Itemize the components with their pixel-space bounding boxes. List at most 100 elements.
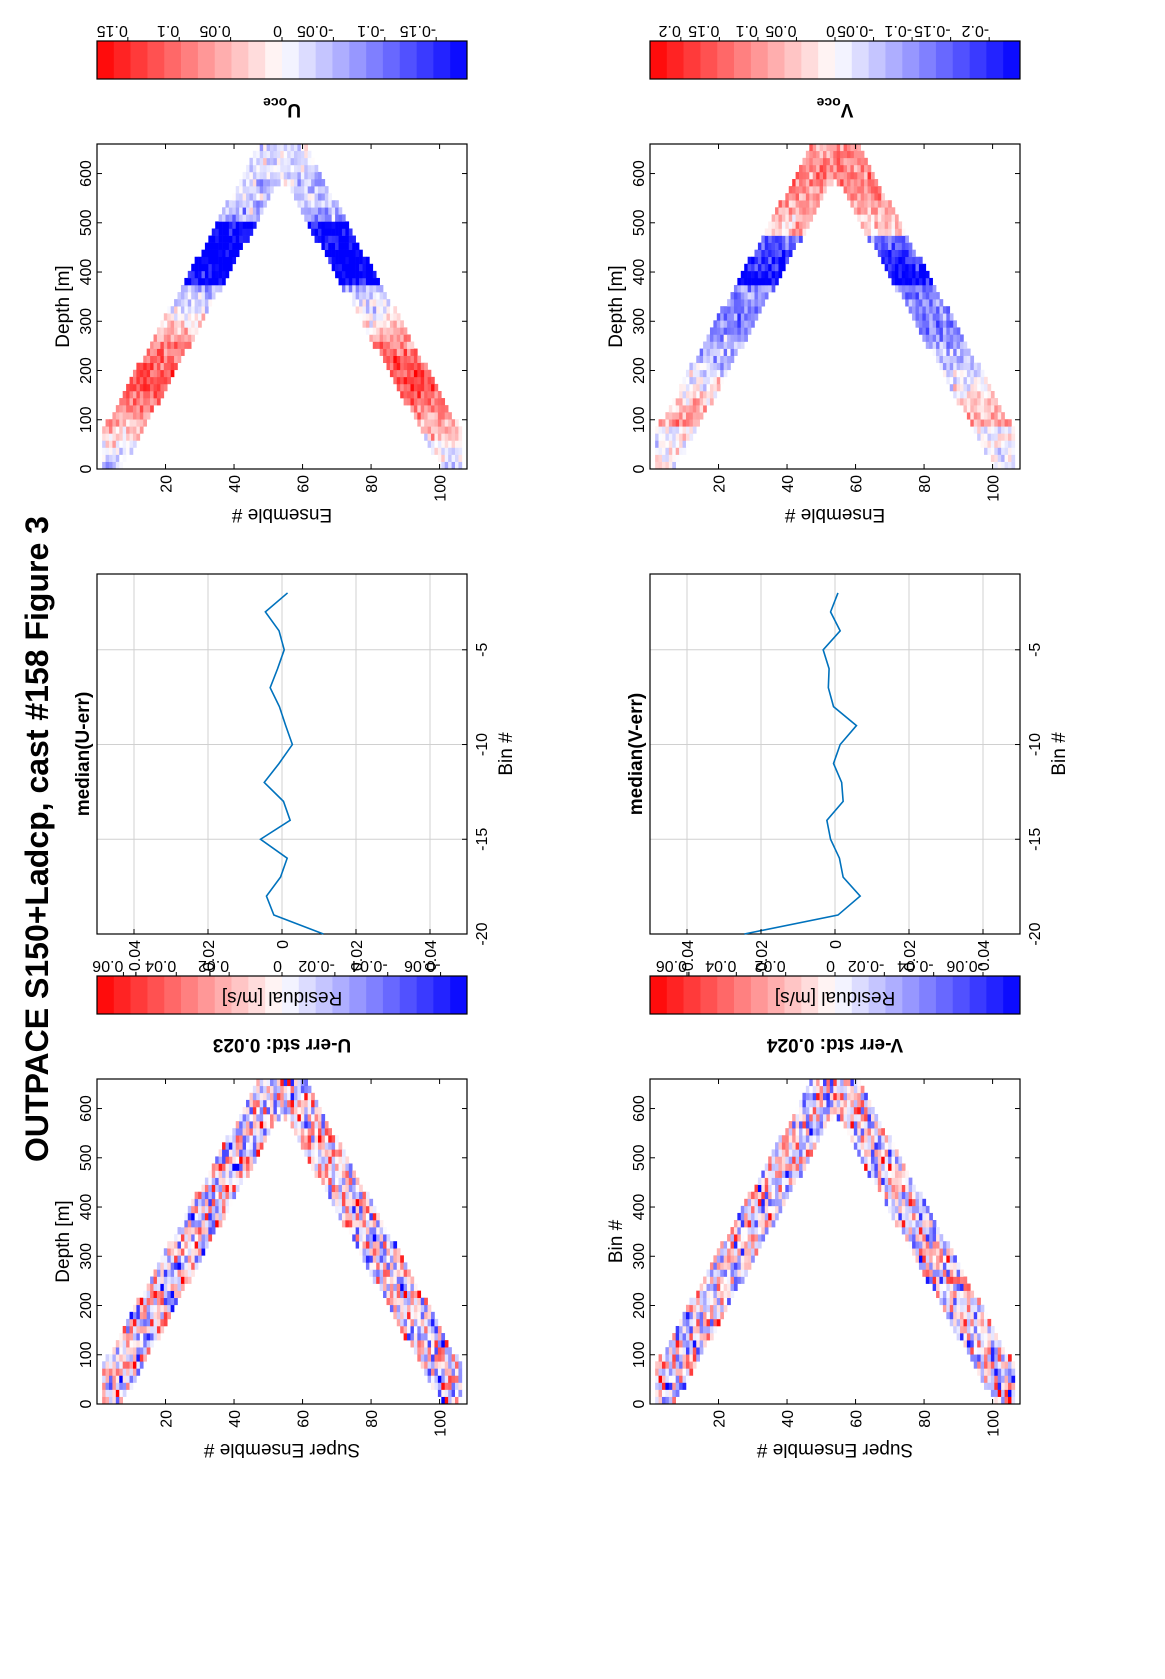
heatmap-cell xyxy=(150,1276,154,1284)
y-axis-label: Bin # xyxy=(496,732,517,776)
heatmap-cell xyxy=(891,277,896,286)
heatmap-cell xyxy=(136,1354,141,1362)
heatmap-cell xyxy=(427,369,432,378)
heatmap-cell xyxy=(751,320,755,328)
heatmap-cell xyxy=(143,1340,147,1348)
heatmap-cell xyxy=(191,1198,195,1207)
heatmap-cell xyxy=(136,1340,141,1348)
heatmap-cell xyxy=(441,433,446,441)
heatmap-cell xyxy=(864,1149,868,1157)
heatmap-cell xyxy=(242,200,247,208)
colorbar-swatch xyxy=(298,41,316,79)
heatmap-cell xyxy=(980,1368,985,1376)
heatmap-cell xyxy=(744,1220,748,1228)
heatmap-cell xyxy=(761,299,766,307)
heatmap-cell xyxy=(888,1149,892,1157)
x-tick-label: 0 xyxy=(828,940,845,949)
heatmap-cell xyxy=(809,1121,814,1129)
heatmap-cell xyxy=(102,1368,106,1376)
heatmap-cell xyxy=(696,1318,700,1327)
heatmap-cell xyxy=(709,1318,714,1327)
heatmap-cell xyxy=(187,1220,192,1228)
heatmap-cell xyxy=(276,143,281,152)
heatmap-cell xyxy=(740,1248,745,1256)
heatmap-cell xyxy=(864,1142,868,1150)
heatmap-cell xyxy=(771,228,776,236)
heatmap-cell xyxy=(960,398,964,406)
heatmap-cell xyxy=(372,1205,377,1214)
heatmap-cell xyxy=(150,1283,154,1291)
heatmap-cell xyxy=(939,327,944,335)
heatmap-cell xyxy=(867,1114,872,1122)
heatmap-cell xyxy=(383,341,387,349)
heatmap-cell xyxy=(802,164,807,173)
heatmap-cell xyxy=(894,1198,899,1207)
heatmap-cell xyxy=(764,1163,769,1171)
heatmap-cell xyxy=(355,1177,360,1185)
heatmap-cell xyxy=(249,1156,254,1164)
heatmap-cell xyxy=(874,1128,879,1136)
heatmap-cell xyxy=(744,313,748,321)
heatmap-cell xyxy=(263,1099,267,1108)
heatmap-cell xyxy=(703,355,707,364)
heatmap-cell xyxy=(703,1276,707,1284)
heatmap-cell xyxy=(884,228,889,236)
heatmap-cell xyxy=(942,341,947,349)
heatmap-cell xyxy=(706,1297,711,1306)
heatmap-cell xyxy=(799,179,803,187)
heatmap-cell xyxy=(946,348,951,356)
heatmap-cell xyxy=(956,327,961,335)
heatmap-cell xyxy=(898,1170,903,1178)
heatmap-cell xyxy=(444,440,449,448)
heatmap-cell xyxy=(949,1255,954,1263)
heatmap-cell xyxy=(1011,1361,1016,1369)
heatmap-cell xyxy=(369,1220,374,1228)
heatmap-cell xyxy=(908,270,913,279)
heatmap-cell xyxy=(150,398,154,406)
heatmap-cell xyxy=(768,235,772,243)
heatmap-cell xyxy=(1011,1368,1016,1376)
heatmap-cell xyxy=(252,1142,257,1150)
heatmap-cell xyxy=(942,355,947,364)
heatmap-cell xyxy=(973,390,978,399)
heatmap-cell xyxy=(304,1114,308,1122)
heatmap-cell xyxy=(256,157,261,166)
heatmap-cell xyxy=(311,228,315,236)
heatmap-cell xyxy=(201,263,206,272)
heatmap-cell xyxy=(403,362,408,371)
colorbar-swatch xyxy=(450,41,468,79)
heatmap-cell xyxy=(922,1205,927,1214)
heatmap-cell xyxy=(768,1177,772,1185)
heatmap-cell xyxy=(218,214,223,222)
heatmap-cell xyxy=(184,1262,189,1270)
heatmap-cell xyxy=(723,320,728,328)
heatmap-cell xyxy=(386,1248,391,1256)
heatmap-cell xyxy=(809,193,814,201)
heatmap-cell xyxy=(795,235,800,243)
heatmap-cell xyxy=(246,186,250,194)
heatmap-cell xyxy=(153,398,158,406)
heatmap-cell xyxy=(208,1177,213,1185)
heatmap-cell xyxy=(973,376,978,385)
heatmap-cell xyxy=(918,1212,923,1221)
heatmap-cell xyxy=(768,1212,772,1221)
heatmap-cell xyxy=(970,1325,975,1334)
heatmap-cell xyxy=(170,369,175,378)
heatmap-cell xyxy=(297,1078,302,1087)
heatmap-cell xyxy=(201,1184,206,1193)
heatmap-cell xyxy=(826,157,831,166)
heatmap-cell xyxy=(672,1361,676,1369)
heatmap-cell xyxy=(912,270,916,279)
heatmap-cell xyxy=(761,1234,766,1242)
heatmap-cell xyxy=(936,292,940,300)
heatmap-cell xyxy=(809,1135,814,1143)
heatmap-cell xyxy=(874,1121,879,1129)
heatmap-cell xyxy=(936,1227,940,1235)
heatmap-cell xyxy=(129,1325,134,1334)
heatmap-cell xyxy=(379,1220,384,1228)
heatmap-cell xyxy=(692,1297,697,1306)
heatmap-cell xyxy=(160,1325,165,1334)
heatmap-cell xyxy=(894,1191,899,1200)
heatmap-cell xyxy=(204,1177,209,1185)
heatmap-cell xyxy=(754,299,759,307)
